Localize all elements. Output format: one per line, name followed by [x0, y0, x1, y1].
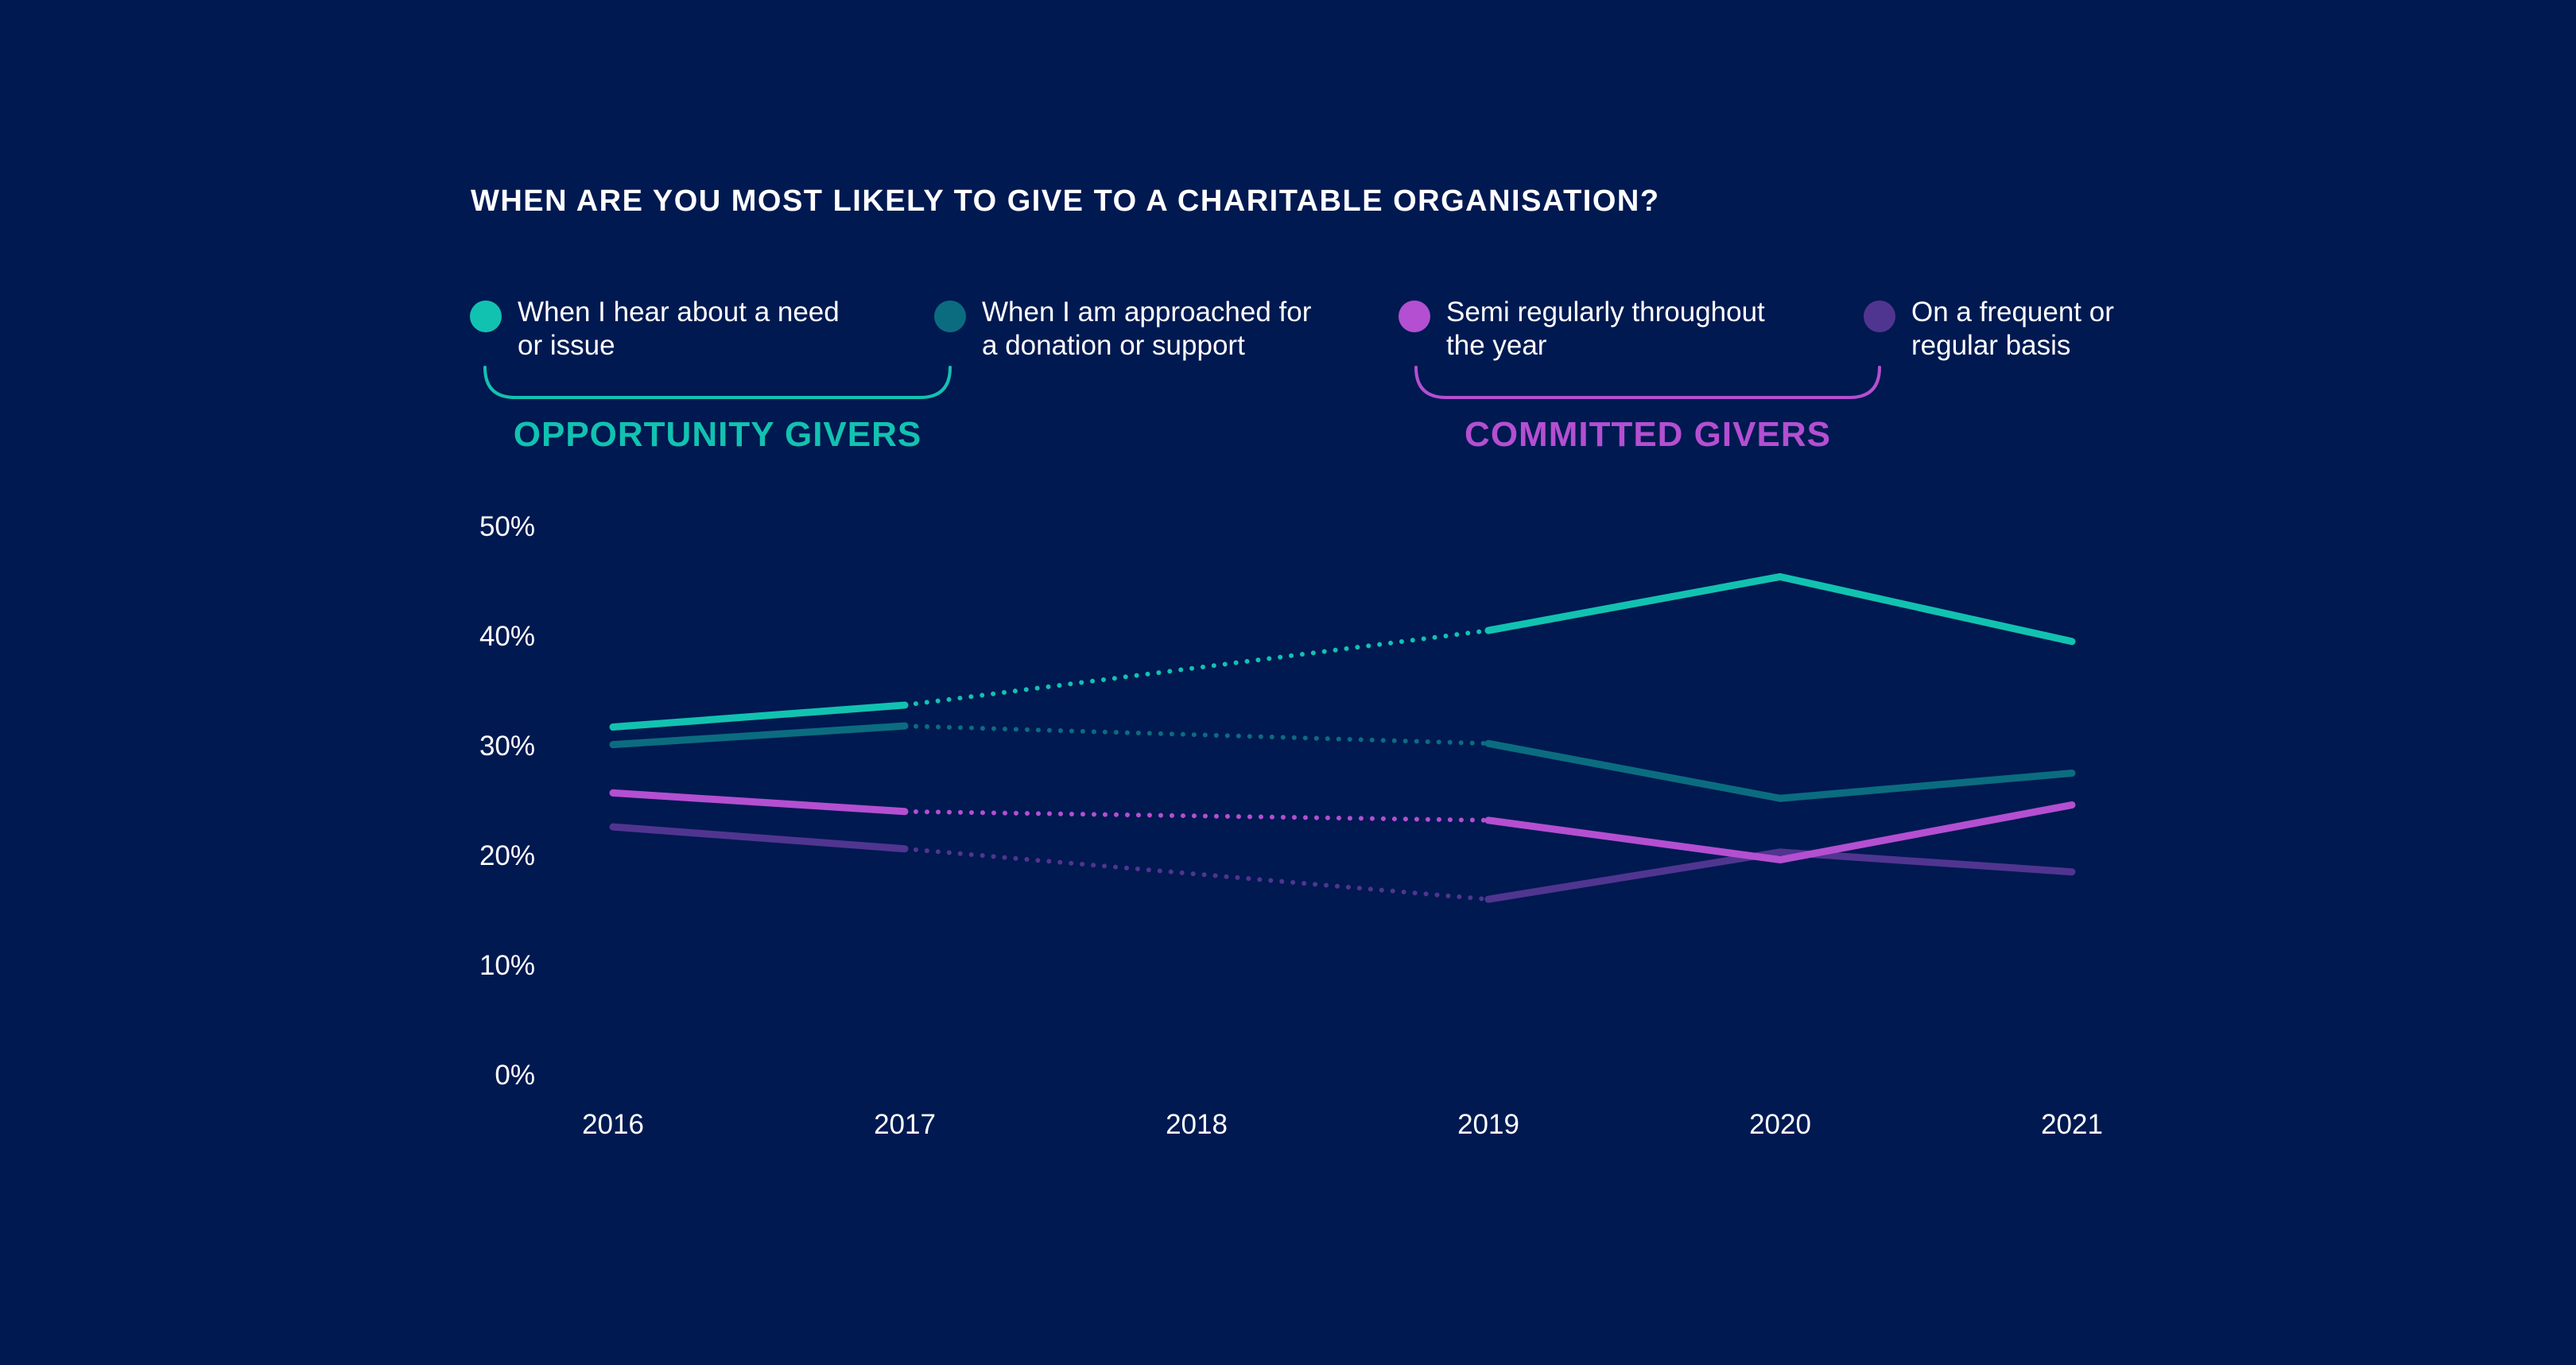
series-segment: [1484, 816, 1784, 864]
x-tick-label: 2017: [874, 1109, 936, 1140]
legend-label: a donation or support: [982, 330, 1245, 361]
legend-groups: OPPORTUNITY GIVERS COMMITTED GIVERS: [483, 366, 1881, 454]
legend-label: regular basis: [1911, 330, 2070, 361]
series-segment-dotted: [902, 628, 1491, 708]
y-axis: 0% 10% 20% 30% 40% 50%: [479, 511, 535, 1091]
series-segment: [1776, 848, 2076, 876]
series-segment: [1776, 572, 2076, 646]
series-segment: [1484, 848, 1784, 903]
series-layer: [609, 572, 2076, 903]
group-label: OPPORTUNITY GIVERS: [514, 415, 922, 454]
series-segment: [1776, 801, 2076, 864]
y-tick-label: 20%: [479, 840, 535, 871]
legend-label: the year: [1446, 330, 1547, 361]
series-segment-dotted: [902, 723, 1491, 746]
y-tick-label: 50%: [479, 511, 535, 542]
legend-label: When I am approached for: [982, 297, 1312, 328]
y-tick-label: 0%: [495, 1060, 535, 1091]
x-tick-label: 2018: [1166, 1109, 1228, 1140]
series-segment-dotted: [902, 809, 1491, 823]
series-line: [609, 823, 2076, 903]
series-segment: [1484, 739, 1784, 802]
legend-marker: [1399, 301, 1430, 332]
y-tick-label: 10%: [479, 950, 535, 981]
group-label: COMMITTED GIVERS: [1465, 415, 1831, 454]
group-bracket: OPPORTUNITY GIVERS: [483, 366, 952, 454]
x-tick-label: 2019: [1457, 1109, 1519, 1140]
legend-label: When I hear about a need: [518, 297, 840, 328]
series-line: [609, 789, 2076, 864]
x-tick-label: 2021: [2041, 1109, 2103, 1140]
bracket-line: [483, 366, 952, 399]
legend-label: On a frequent or: [1911, 297, 2114, 328]
y-tick-label: 40%: [479, 621, 535, 652]
x-axis: 2016 2017 2018 2019 2020 2021: [582, 1109, 2103, 1140]
series-line: [609, 722, 2076, 802]
series-segment: [1484, 572, 1784, 634]
y-tick-label: 30%: [479, 731, 535, 762]
series-segment: [1776, 770, 2076, 802]
bracket-line: [1414, 366, 1881, 399]
legend-marker: [1864, 301, 1895, 332]
series-segment: [609, 722, 909, 749]
series-segment-dotted: [902, 846, 1491, 902]
x-tick-label: 2020: [1749, 1109, 1811, 1140]
legend-label: Semi regularly throughout: [1446, 297, 1765, 328]
legend-marker: [934, 301, 966, 332]
legend-marker: [470, 301, 502, 332]
group-bracket: COMMITTED GIVERS: [1414, 366, 1881, 454]
series-line: [609, 572, 2076, 731]
series-segment: [609, 701, 909, 731]
x-tick-label: 2016: [582, 1109, 644, 1140]
legend-label: or issue: [518, 330, 615, 361]
series-segment: [609, 823, 909, 853]
series-segment: [609, 789, 909, 816]
chart-title: WHEN ARE YOU MOST LIKELY TO GIVE TO A CH…: [471, 184, 1660, 218]
